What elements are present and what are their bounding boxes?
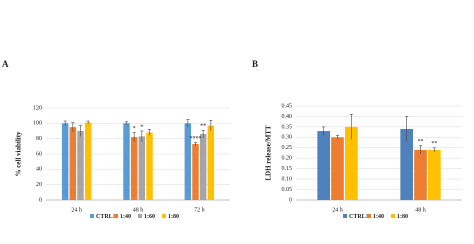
bar bbox=[130, 137, 138, 200]
legend-label: CTRL1 bbox=[96, 214, 116, 220]
y-tick-label: 0.30 bbox=[282, 135, 293, 141]
x-tick-label: 48 h bbox=[415, 207, 426, 213]
bar bbox=[146, 132, 153, 200]
bar bbox=[77, 131, 84, 200]
y-tick-label: 0.35 bbox=[282, 124, 293, 130]
bar bbox=[69, 127, 77, 200]
panel-label: A bbox=[2, 59, 9, 69]
annotation: * bbox=[133, 126, 136, 132]
y-tick-label: 0.20 bbox=[282, 156, 293, 162]
bar bbox=[331, 137, 344, 200]
legend-label: 1:40 bbox=[120, 214, 131, 220]
y-tick-label: 40 bbox=[36, 167, 42, 173]
annotation: ** bbox=[431, 141, 437, 147]
bar bbox=[428, 149, 441, 200]
x-tick-label: 72 h bbox=[194, 207, 205, 213]
bar bbox=[400, 128, 413, 200]
y-axis-title: % cell viability bbox=[15, 131, 23, 177]
x-tick-label: 24 h bbox=[332, 207, 343, 213]
y-tick-label: 0.45 bbox=[282, 103, 293, 109]
annotation: **** bbox=[190, 136, 202, 142]
bar bbox=[84, 122, 92, 200]
legend-swatch bbox=[391, 214, 395, 218]
legend-label: CTRL1 bbox=[349, 214, 369, 220]
y-tick-label: 0.40 bbox=[282, 114, 293, 120]
legend-label: 1:40 bbox=[373, 214, 384, 220]
legend-label: 1:80 bbox=[397, 214, 408, 220]
y-tick-label: 0.10 bbox=[282, 176, 293, 182]
bar bbox=[414, 149, 427, 200]
legend-swatch bbox=[138, 214, 142, 218]
y-tick-label: 20 bbox=[36, 182, 42, 188]
annotation: ** bbox=[418, 139, 424, 145]
bar bbox=[123, 123, 130, 200]
x-tick-label: 48 h bbox=[133, 207, 144, 213]
figure: A % cell viability 0 20 40 60 80 100 120 24 h 48 h… bbox=[2, 59, 462, 220]
y-tick-label: 0.25 bbox=[282, 145, 293, 151]
legend-swatch bbox=[90, 214, 94, 218]
bar bbox=[138, 136, 146, 200]
bar bbox=[207, 125, 215, 200]
bar bbox=[61, 123, 69, 200]
y-tick-label: 80 bbox=[36, 136, 42, 142]
y-tick-label: 60 bbox=[36, 151, 42, 157]
annotation: * bbox=[140, 124, 143, 130]
legend-label: 1:60 bbox=[144, 214, 155, 220]
y-tick-label: 0 bbox=[289, 197, 292, 203]
y-tick-label: 0 bbox=[39, 197, 42, 203]
legend-label: 1:80 bbox=[168, 214, 179, 220]
bar bbox=[317, 131, 330, 200]
legend-swatch bbox=[162, 214, 166, 218]
bar bbox=[199, 134, 207, 200]
legend-swatch bbox=[114, 214, 118, 218]
panel-label: B bbox=[252, 59, 258, 69]
legend-swatch bbox=[343, 214, 347, 218]
legend-swatch bbox=[367, 214, 371, 218]
y-tick-label: 100 bbox=[33, 121, 42, 127]
y-tick-label: 0.15 bbox=[282, 166, 293, 172]
bar bbox=[184, 123, 192, 200]
annotation: ** bbox=[200, 124, 206, 130]
bar bbox=[345, 126, 358, 200]
x-tick-label: 24 h bbox=[71, 207, 82, 213]
y-tick-label: 120 bbox=[33, 105, 42, 111]
bar bbox=[192, 144, 199, 200]
y-axis-title: LDH release/MTT bbox=[265, 125, 273, 181]
y-tick-label: 0.05 bbox=[282, 187, 293, 193]
